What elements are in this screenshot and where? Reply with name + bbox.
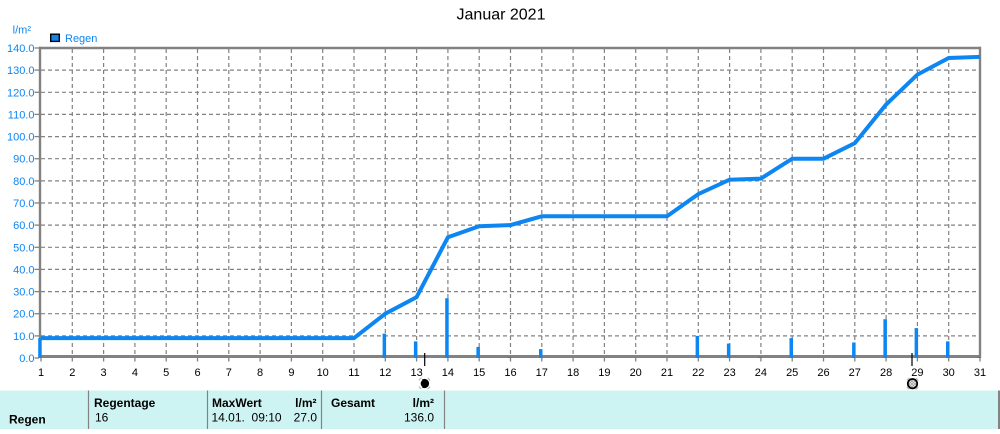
svg-text:110.0: 110.0 — [8, 109, 35, 121]
svg-text:70.0: 70.0 — [13, 198, 34, 210]
svg-text:17: 17 — [536, 367, 548, 379]
svg-text:7: 7 — [226, 367, 232, 379]
svg-text:30.0: 30.0 — [13, 287, 34, 299]
svg-text:Regentage: Regentage — [94, 396, 156, 410]
svg-text:3: 3 — [101, 367, 107, 379]
svg-text:14.01. 09:10: 14.01. 09:10 — [212, 411, 282, 425]
svg-text:13: 13 — [410, 367, 422, 379]
svg-text:0.0: 0.0 — [19, 353, 34, 365]
svg-text:19: 19 — [598, 367, 610, 379]
svg-text:120.0: 120.0 — [7, 87, 35, 99]
svg-text:90.0: 90.0 — [13, 154, 34, 166]
svg-text:27.0: 27.0 — [294, 411, 318, 425]
svg-text:21: 21 — [661, 367, 673, 379]
svg-text:60.0: 60.0 — [13, 220, 34, 232]
svg-text:11: 11 — [348, 367, 359, 379]
svg-text:Regen: Regen — [9, 413, 46, 427]
svg-text:50.0: 50.0 — [13, 242, 34, 254]
svg-text:25: 25 — [786, 367, 798, 379]
svg-text:8: 8 — [257, 367, 263, 379]
svg-text:136.0: 136.0 — [404, 411, 434, 425]
svg-text:20: 20 — [630, 367, 642, 379]
svg-text:27: 27 — [849, 367, 861, 379]
svg-text:1: 1 — [38, 367, 44, 379]
svg-text:28: 28 — [880, 367, 892, 379]
svg-text:40.0: 40.0 — [13, 264, 34, 276]
svg-text:29: 29 — [911, 367, 923, 379]
svg-text:23: 23 — [723, 367, 735, 379]
svg-text:9: 9 — [288, 367, 294, 379]
svg-text:Regen: Regen — [65, 33, 97, 45]
svg-text:22: 22 — [692, 367, 704, 379]
svg-text:100.0: 100.0 — [7, 132, 35, 144]
svg-text:l/m²: l/m² — [413, 396, 434, 410]
svg-text:26: 26 — [817, 367, 829, 379]
svg-text:2: 2 — [69, 367, 75, 379]
svg-text:12: 12 — [379, 367, 391, 379]
svg-text:16: 16 — [95, 411, 109, 425]
svg-text:14: 14 — [442, 367, 454, 379]
svg-text:20.0: 20.0 — [13, 309, 34, 321]
svg-text:10: 10 — [317, 367, 329, 379]
svg-text:80.0: 80.0 — [13, 176, 34, 188]
svg-text:MaxWert: MaxWert — [212, 396, 262, 410]
svg-text:30: 30 — [943, 367, 955, 379]
svg-text:130.0: 130.0 — [7, 65, 35, 77]
svg-text:5: 5 — [163, 367, 169, 379]
svg-text:24: 24 — [755, 367, 767, 379]
svg-text:Januar 2021: Januar 2021 — [457, 7, 546, 24]
svg-text:Gesamt: Gesamt — [331, 396, 375, 410]
svg-text:l/m²: l/m² — [13, 25, 32, 37]
svg-text:16: 16 — [504, 367, 516, 379]
svg-text:l/m²: l/m² — [295, 396, 316, 410]
svg-text:140.0: 140.0 — [7, 43, 35, 55]
svg-text:31: 31 — [974, 367, 986, 379]
svg-text:4: 4 — [132, 367, 138, 379]
svg-text:15: 15 — [473, 367, 485, 379]
svg-text:18: 18 — [567, 367, 579, 379]
svg-text:6: 6 — [194, 367, 200, 379]
svg-text:10.0: 10.0 — [13, 331, 34, 343]
